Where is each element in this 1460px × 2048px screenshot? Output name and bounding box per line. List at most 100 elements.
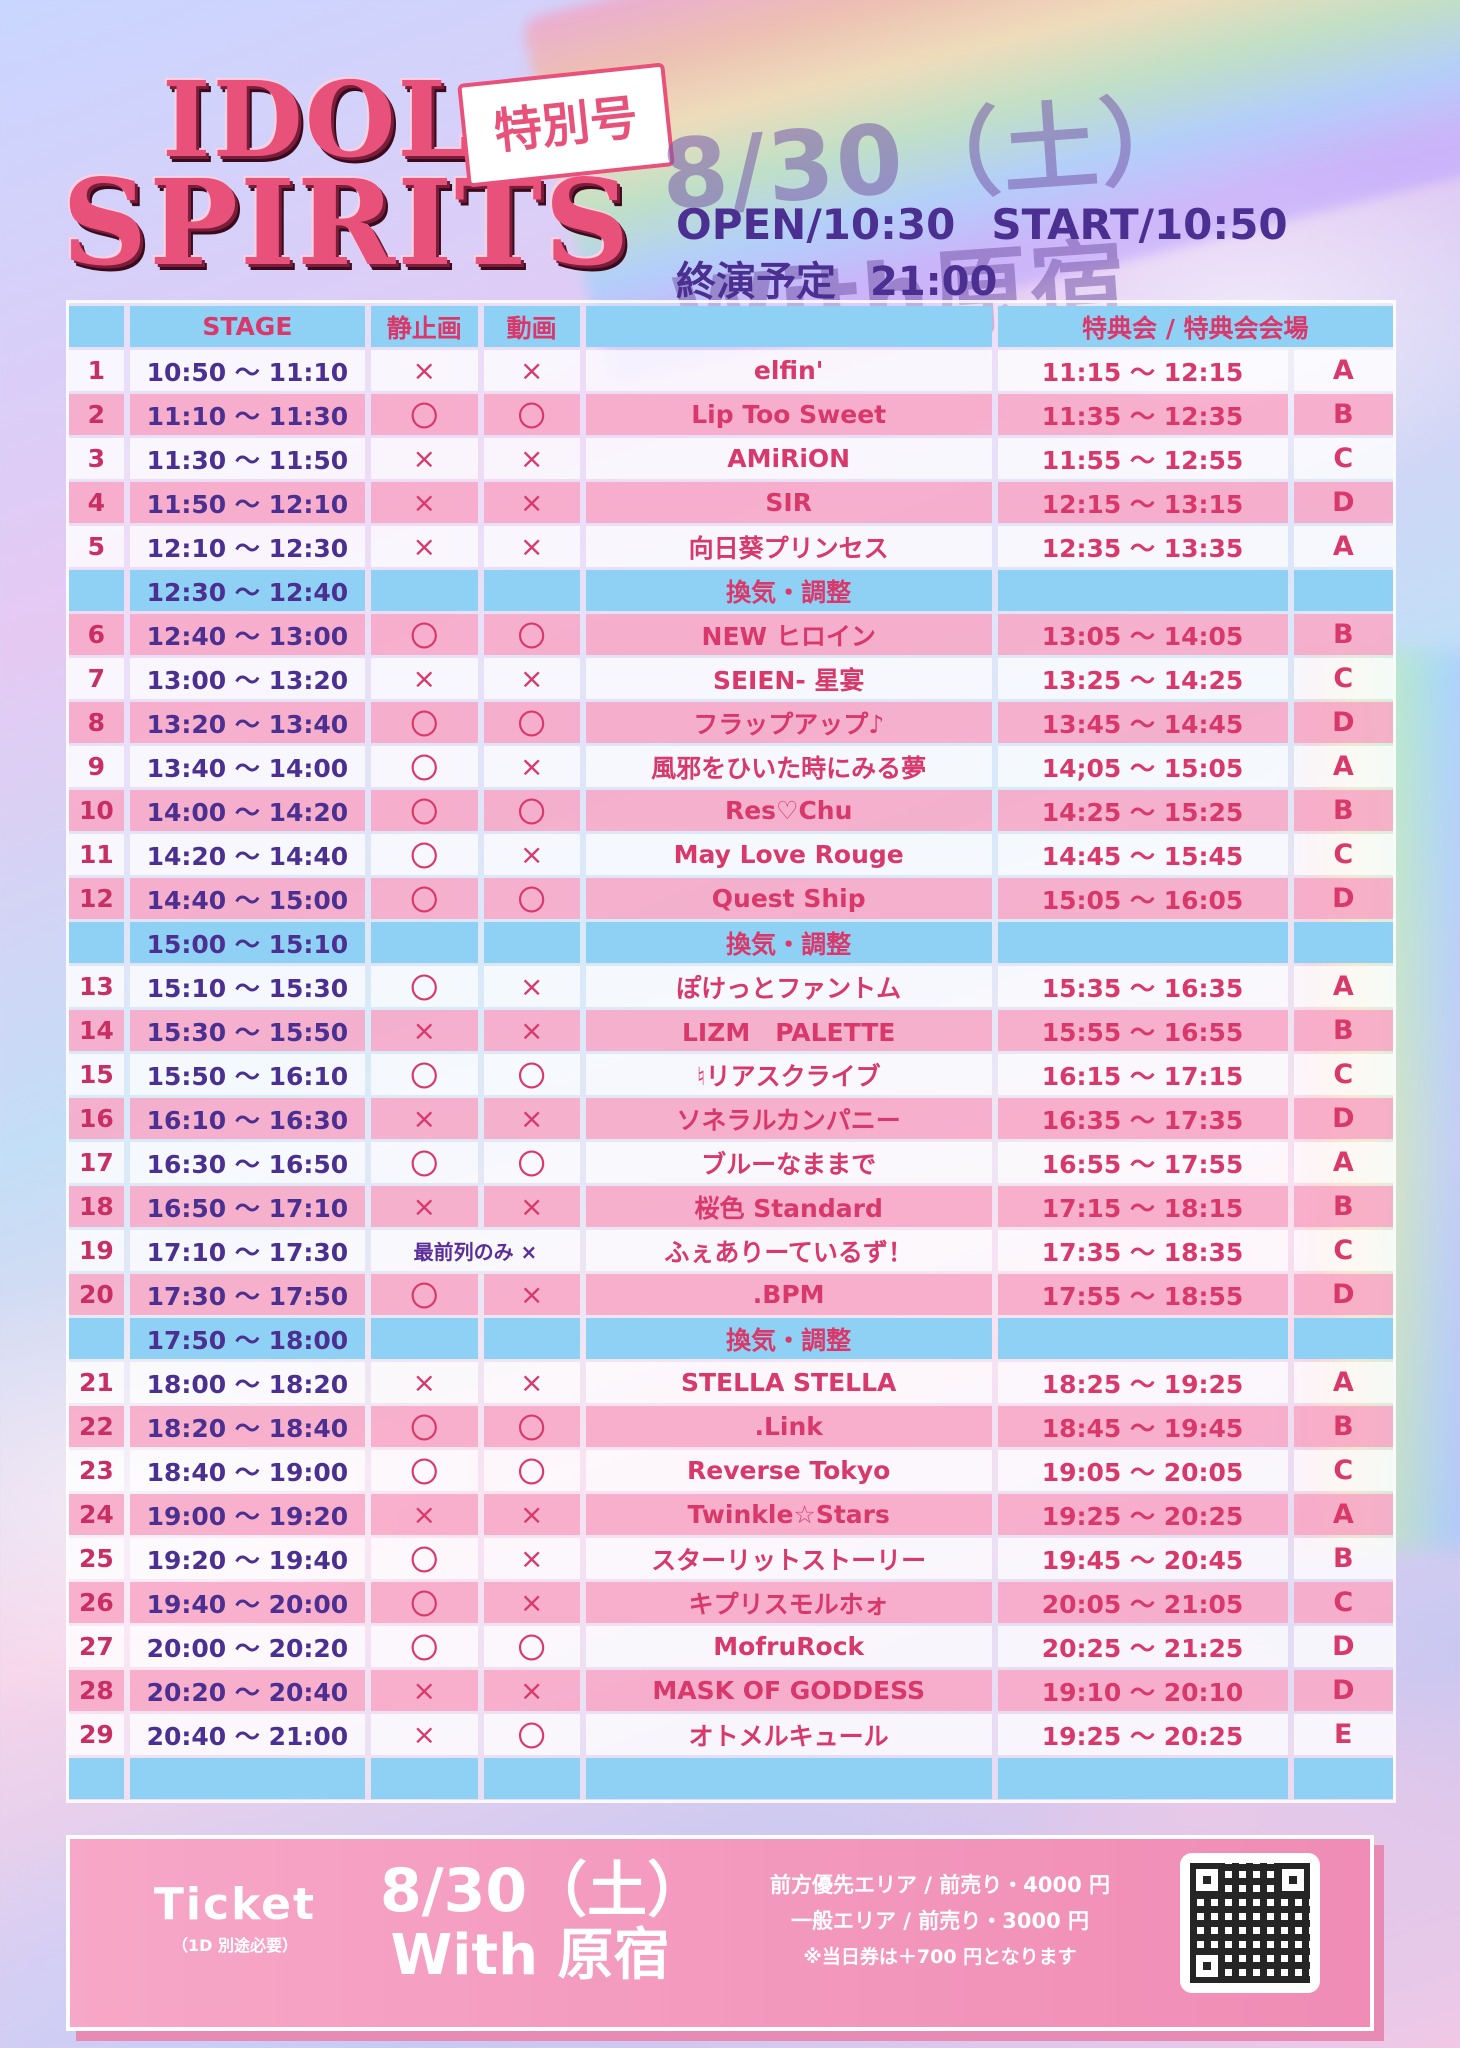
video-allowed: × xyxy=(483,834,580,875)
break-venue-cell xyxy=(1293,570,1393,611)
ticket-date-box: 8/30（土） With 原宿 xyxy=(380,1857,707,1988)
session-time: 15:05 〜 16:05 xyxy=(997,878,1288,919)
row-number: 17 xyxy=(69,1142,124,1183)
artist-name: May Love Rouge xyxy=(585,834,992,875)
video-allowed: × xyxy=(483,482,580,523)
video-allowed: 〇 xyxy=(483,394,580,435)
photo-allowed: 〇 xyxy=(371,1582,478,1623)
photo-allowed: 〇 xyxy=(371,1626,478,1667)
stage-time: 13:00 〜 13:20 xyxy=(129,658,366,699)
break-photo-cell xyxy=(371,922,478,963)
timetable: STAGE 静止画 動画 特典会 / 特典会会場 1 10:50 〜 11:10 ×… xyxy=(66,300,1396,1803)
row-number: 4 xyxy=(69,482,124,523)
video-allowed: × xyxy=(483,658,580,699)
logo-idol-text: IDOL xyxy=(162,58,473,181)
artist-name: MofruRock xyxy=(585,1626,992,1667)
artist-name: スターリットストーリー xyxy=(585,1538,992,1579)
video-allowed: × xyxy=(483,438,580,479)
artist-name: ♮リアスクライブ xyxy=(585,1054,992,1095)
session-venue: B xyxy=(1293,1186,1393,1227)
row-number: 19 xyxy=(69,1230,124,1271)
session-time: 11:35 〜 12:35 xyxy=(997,394,1288,435)
event-times: OPEN/10:30 START/10:50 終演予定 21:00 xyxy=(676,200,1324,307)
session-venue: D xyxy=(1293,1098,1393,1139)
photo-allowed: 〇 xyxy=(371,614,478,655)
qr-eye-icon xyxy=(1190,1949,1224,1983)
table-row: 13 15:10 〜 15:30 〇 × ぽけっとファントム 15:35 〜 16:35 A xyxy=(69,966,1393,1007)
break-session-cell xyxy=(997,922,1288,963)
session-venue: C xyxy=(1293,1230,1393,1271)
video-allowed: × xyxy=(483,1670,580,1711)
photo-allowed: 〇 xyxy=(371,790,478,831)
artist-name: Lip Too Sweet xyxy=(585,394,992,435)
ticket-banner: Ticket （1D 別途必要） 8/30（土） With 原宿 前方優先エリア… xyxy=(66,1835,1374,2031)
header-artist xyxy=(585,306,992,347)
break-no-cell xyxy=(69,1318,124,1359)
stage-time: 10:50 〜 11:10 xyxy=(129,350,366,391)
session-time: 13:25 〜 14:25 xyxy=(997,658,1288,699)
stage-time: 12:10 〜 12:30 xyxy=(129,526,366,567)
table-row: 5 12:10 〜 12:30 × × 向日葵プリンセス 12:35 〜 13:35 A xyxy=(69,526,1393,567)
photo-allowed: 〇 xyxy=(371,878,478,919)
photo-allowed: 〇 xyxy=(371,1054,478,1095)
row-number: 2 xyxy=(69,394,124,435)
video-allowed: 〇 xyxy=(483,1626,580,1667)
photo-allowed: × xyxy=(371,1010,478,1051)
price-general: 一般エリア / 前売り・3000 円 xyxy=(790,1909,1090,1933)
artist-name: キプリスモルホォ xyxy=(585,1582,992,1623)
table-row: 22 18:20 〜 18:40 〇〇 .Link 18:45 〜 19:45 B xyxy=(69,1406,1393,1447)
stage-time: 19:20 〜 19:40 xyxy=(129,1538,366,1579)
stage-time: 18:00 〜 18:20 xyxy=(129,1362,366,1403)
video-allowed: × xyxy=(483,1538,580,1579)
session-time: 12:35 〜 13:35 xyxy=(997,526,1288,567)
footer-cell xyxy=(997,1758,1288,1799)
stage-time: 14:40 〜 15:00 xyxy=(129,878,366,919)
video-allowed: × xyxy=(483,966,580,1007)
video-allowed: 〇 xyxy=(483,1142,580,1183)
photo-allowed: × xyxy=(371,438,478,479)
artist-name: AMiRiON xyxy=(585,438,992,479)
artist-name: .Link xyxy=(585,1406,992,1447)
stage-time: 19:00 〜 19:20 xyxy=(129,1494,366,1535)
ticket-prices: 前方優先エリア / 前売り・4000 円 一般エリア / 前売り・3000 円 … xyxy=(710,1867,1170,1975)
break-video-cell xyxy=(483,922,580,963)
special-issue-badge: 特別号 xyxy=(457,62,675,188)
session-time: 17:15 〜 18:15 xyxy=(997,1186,1288,1227)
row-number: 11 xyxy=(69,834,124,875)
header-video: 動画 xyxy=(483,306,580,347)
table-row: 26 19:40 〜 20:00 〇 × キプリスモルホォ 20:05 〜 21:05 C xyxy=(69,1582,1393,1623)
artist-name: SIR xyxy=(585,482,992,523)
photo-allowed: 〇 xyxy=(371,1450,478,1491)
row-number: 16 xyxy=(69,1098,124,1139)
table-row: 11 14:20 〜 14:40 〇 × May Love Rouge 14:45 〜 1… xyxy=(69,834,1393,875)
table-row: 1 10:50 〜 11:10 × × elfin' 11:15 〜 12:15 A xyxy=(69,350,1393,391)
session-venue: D xyxy=(1293,482,1393,523)
artist-name: LIZM PALETTE xyxy=(585,1010,992,1051)
break-session-cell xyxy=(997,570,1288,611)
table-row: 25 19:20 〜 19:40 〇 × スターリットストーリー 19:45 〜 20:4… xyxy=(69,1538,1393,1579)
session-time: 12:15 〜 13:15 xyxy=(997,482,1288,523)
stage-time: 20:00 〜 20:20 xyxy=(129,1626,366,1667)
video-allowed: × xyxy=(483,746,580,787)
session-time: 13:45 〜 14:45 xyxy=(997,702,1288,743)
end-label: 終演予定 xyxy=(676,259,836,305)
photo-allowed: × xyxy=(371,482,478,523)
session-time: 16:55 〜 17:55 xyxy=(997,1142,1288,1183)
video-allowed: × xyxy=(483,1098,580,1139)
session-time: 19:25 〜 20:25 xyxy=(997,1494,1288,1535)
stage-time: 20:40 〜 21:00 xyxy=(129,1714,366,1755)
table-row: 6 12:40 〜 13:00 〇〇 NEW ヒロイン 13:05 〜 14:05 B xyxy=(69,614,1393,655)
footer-cell xyxy=(129,1758,366,1799)
ticket-venue: With 原宿 xyxy=(390,1923,670,1988)
break-row: 12:30 〜 12:40 換気・調整 xyxy=(69,570,1393,611)
break-label: 換気・調整 xyxy=(585,1318,992,1359)
artist-name: Twinkle☆Stars xyxy=(585,1494,992,1535)
table-row: 3 11:30 〜 11:50 × × AMiRiON 11:55 〜 12:55 C xyxy=(69,438,1393,479)
video-allowed: × xyxy=(483,1582,580,1623)
video-allowed: × xyxy=(483,1186,580,1227)
header-no xyxy=(69,306,124,347)
row-number: 22 xyxy=(69,1406,124,1447)
session-time: 16:15 〜 17:15 xyxy=(997,1054,1288,1095)
break-stage-time: 15:00 〜 15:10 xyxy=(129,922,366,963)
qr-code[interactable] xyxy=(1180,1853,1320,1993)
